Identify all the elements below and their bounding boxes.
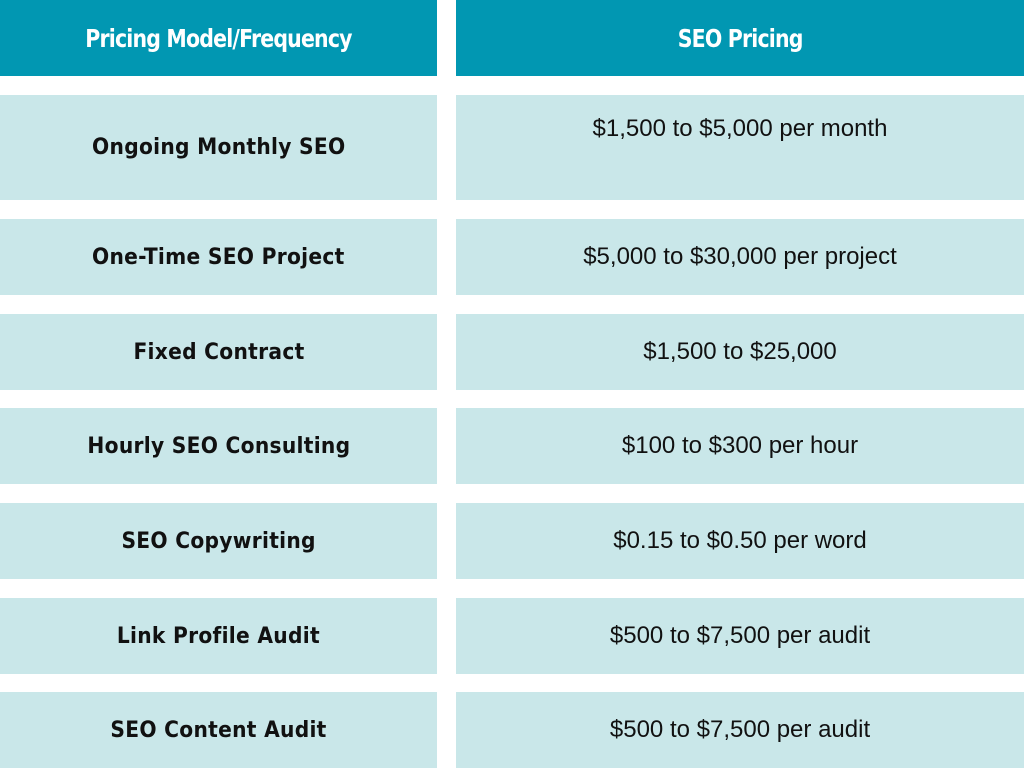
table-row-price: $1,500 to $5,000 per month [456, 95, 1024, 200]
table-row-price: $500 to $7,500 per audit [456, 598, 1024, 674]
header-seo-pricing-label: SEO Pricing [677, 23, 804, 53]
price-value: $5,000 to $30,000 per project [583, 243, 897, 270]
header-seo-pricing: SEO Pricing [456, 0, 1024, 76]
table-row-model: Fixed Contract [0, 314, 437, 390]
price-value: $0.15 to $0.50 per word [613, 527, 867, 554]
price-value: $500 to $7,500 per audit [609, 716, 871, 743]
table-row-model: SEO Copywriting [0, 503, 437, 579]
model-label: Hourly SEO Consulting [87, 433, 350, 459]
header-pricing-model: Pricing Model/Frequency [0, 0, 437, 76]
table-row-model: One-Time SEO Project [0, 219, 437, 295]
table-row-price: $100 to $300 per hour [456, 408, 1024, 484]
header-pricing-model-label: Pricing Model/Frequency [85, 23, 352, 53]
table-row-price: $500 to $7,500 per audit [456, 692, 1024, 768]
price-value: $500 to $7,500 per audit [609, 622, 871, 649]
model-label: SEO Copywriting [121, 528, 316, 554]
model-label: One-Time SEO Project [92, 244, 345, 270]
model-label: Fixed Contract [132, 339, 305, 365]
model-label: Ongoing Monthly SEO [91, 135, 346, 160]
table-row-price: $5,000 to $30,000 per project [456, 219, 1024, 295]
table-row-model: SEO Content Audit [0, 692, 437, 768]
model-label: SEO Content Audit [110, 717, 327, 743]
table-row-model: Hourly SEO Consulting [0, 408, 437, 484]
price-value: $100 to $300 per hour [621, 432, 859, 459]
price-value: $1,500 to $25,000 [643, 338, 837, 365]
model-label: Link Profile Audit [116, 623, 321, 649]
table-row-model: Ongoing Monthly SEO [0, 95, 437, 200]
table-row-model: Link Profile Audit [0, 598, 437, 674]
price-value: $1,500 to $5,000 per month [592, 115, 888, 142]
table-row-price: $0.15 to $0.50 per word [456, 503, 1024, 579]
table-row-price: $1,500 to $25,000 [456, 314, 1024, 390]
